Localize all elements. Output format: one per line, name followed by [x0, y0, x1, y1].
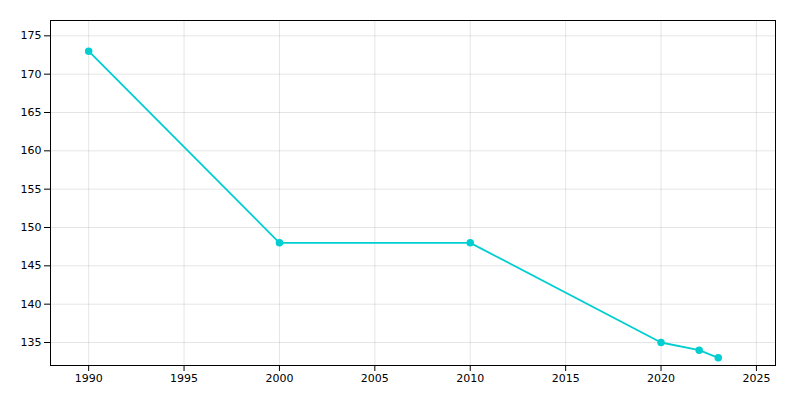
svg-text:165: 165 [21, 106, 42, 119]
svg-text:2000: 2000 [265, 372, 293, 385]
svg-text:135: 135 [21, 336, 42, 349]
svg-text:2020: 2020 [647, 372, 675, 385]
svg-text:1990: 1990 [75, 372, 103, 385]
svg-text:2005: 2005 [361, 372, 389, 385]
svg-text:140: 140 [21, 298, 42, 311]
svg-text:2010: 2010 [456, 372, 484, 385]
svg-text:150: 150 [21, 221, 42, 234]
svg-text:2025: 2025 [742, 372, 770, 385]
svg-text:145: 145 [21, 259, 42, 272]
svg-text:175: 175 [21, 29, 42, 42]
svg-text:160: 160 [21, 144, 42, 157]
svg-text:2015: 2015 [552, 372, 580, 385]
svg-text:155: 155 [21, 183, 42, 196]
svg-text:170: 170 [21, 68, 42, 81]
svg-text:1995: 1995 [170, 372, 198, 385]
